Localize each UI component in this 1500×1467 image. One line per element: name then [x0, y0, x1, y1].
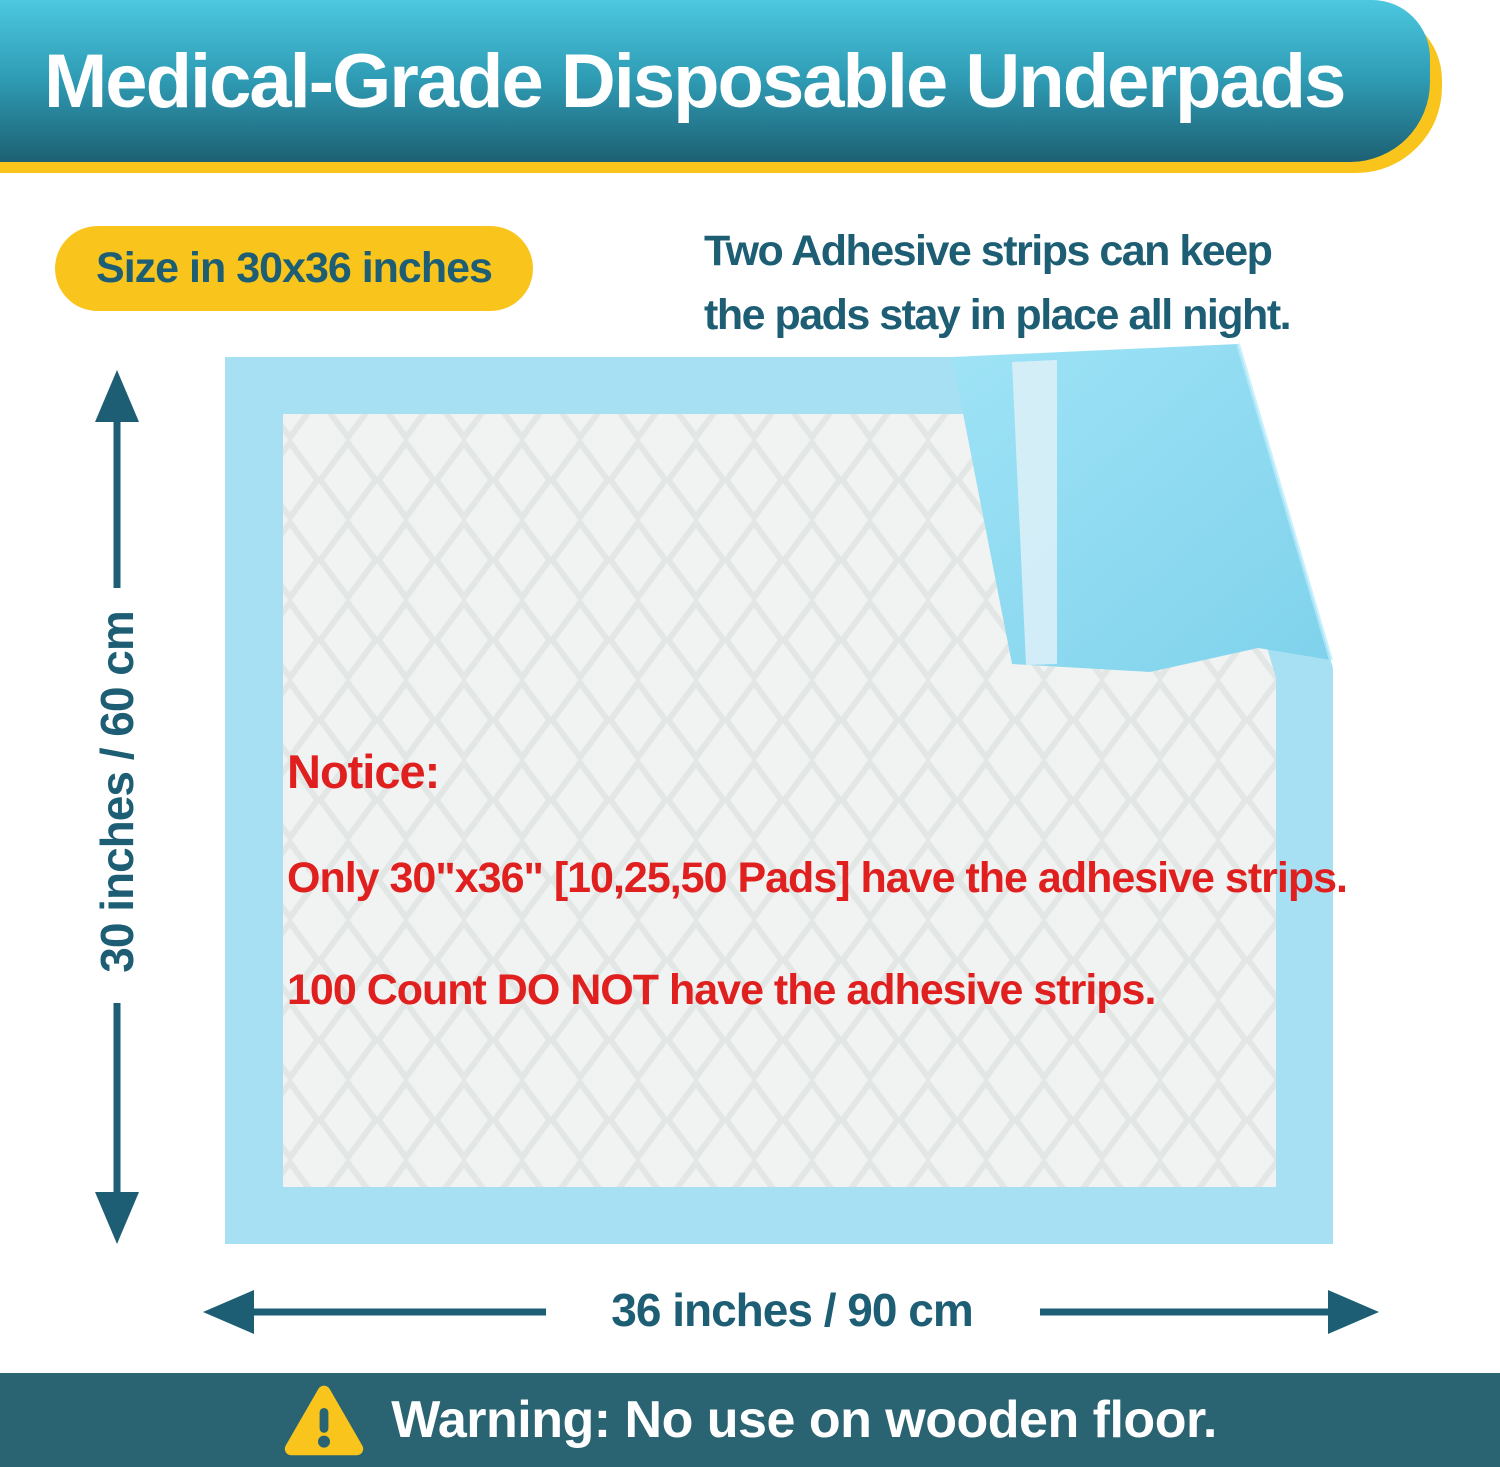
warning-banner: Warning: No use on wooden floor.	[0, 1373, 1500, 1467]
header-banner: Medical-Grade Disposable Underpads	[0, 0, 1444, 176]
page-title: Medical-Grade Disposable Underpads	[44, 38, 1346, 124]
width-dimension-arrow	[203, 1290, 1379, 1334]
width-dimension-label: 36 inches / 90 cm	[611, 1284, 973, 1336]
notice-line1: Only 30"x36" [10,25,50 Pads] have the ad…	[287, 854, 1348, 902]
pad-folded-corner-flap	[952, 344, 1331, 672]
adhesive-strip	[1012, 360, 1057, 665]
size-badge: Size in 30x36 inches	[55, 226, 533, 311]
adhesive-note-line2: the pads stay in place all night.	[704, 291, 1292, 339]
height-dimension-label: 30 inches / 60 cm	[91, 611, 143, 973]
header-teal-bar: Medical-Grade Disposable Underpads	[0, 0, 1430, 162]
fold-crease	[1236, 343, 1333, 661]
notice-heading: Notice:	[287, 745, 440, 798]
warning-text: Warning: No use on wooden floor.	[391, 1391, 1217, 1449]
warning-triangle-icon	[285, 1385, 364, 1456]
height-dimension-arrow	[95, 370, 139, 1244]
adhesive-note-line1: Two Adhesive strips can keep	[704, 227, 1273, 275]
adhesive-note: Two Adhesive strips can keep the pads st…	[704, 219, 1292, 347]
notice-line2: 100 Count DO NOT have the adhesive strip…	[287, 966, 1156, 1014]
